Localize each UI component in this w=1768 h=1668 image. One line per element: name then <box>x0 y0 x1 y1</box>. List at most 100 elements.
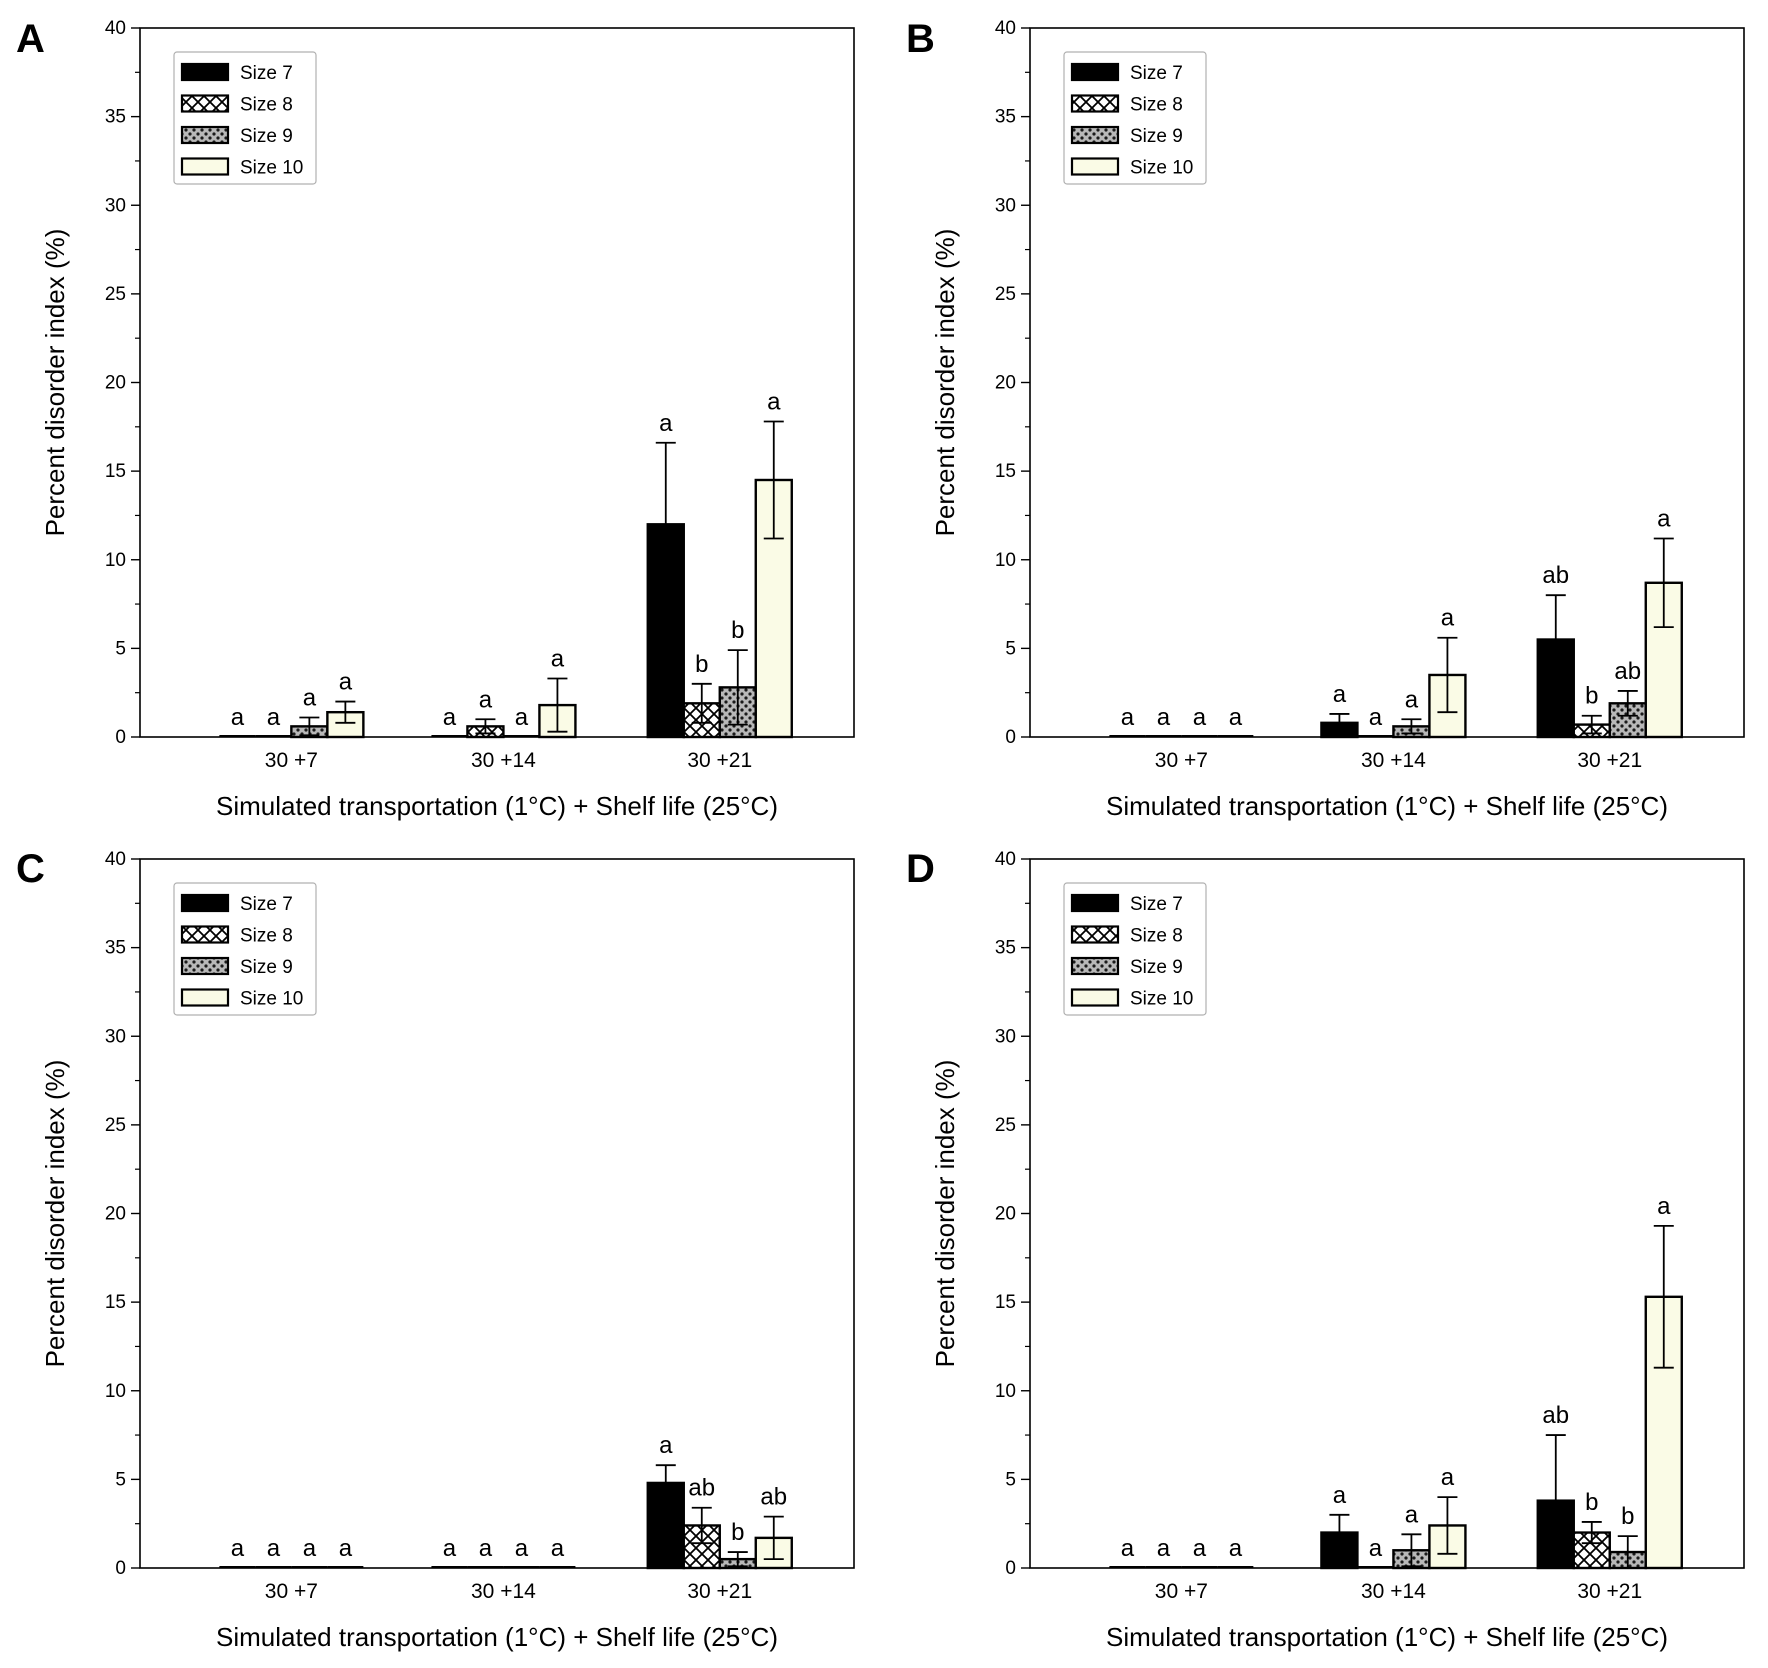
x-tick-label: 30 +7 <box>265 1580 318 1603</box>
legend-swatch-size-8 <box>180 94 230 113</box>
y-tick-label: 40 <box>105 18 126 39</box>
significance-letter: a <box>1441 1464 1455 1491</box>
y-tick-label: 10 <box>995 550 1016 571</box>
legend-label: Size 9 <box>240 957 293 978</box>
significance-letter: ab <box>1542 562 1569 589</box>
y-axis-label: Percent disorder index (%) <box>930 229 960 537</box>
legend-label: Size 10 <box>240 989 303 1010</box>
significance-letter: a <box>1121 1535 1135 1562</box>
significance-letter: a <box>659 410 673 437</box>
y-tick-label: 10 <box>995 1381 1016 1402</box>
legend-label: Size 9 <box>1130 126 1183 147</box>
significance-letter: a <box>443 704 457 731</box>
significance-letter: a <box>479 1535 493 1562</box>
y-tick-label: 5 <box>115 638 126 659</box>
y-tick-label: 40 <box>995 18 1016 39</box>
x-axis-label: Simulated transportation (1°C) + Shelf l… <box>1106 791 1668 821</box>
panel-label: A <box>16 17 45 61</box>
y-tick-label: 35 <box>995 107 1016 128</box>
significance-letter: a <box>1441 605 1455 632</box>
legend-box <box>173 882 317 1016</box>
y-tick-label: 20 <box>105 1204 126 1225</box>
legend-swatch-size-8 <box>1070 94 1120 113</box>
significance-letter: a <box>1121 704 1135 731</box>
y-tick-label: 10 <box>105 1381 126 1402</box>
y-tick-label: 15 <box>105 1292 126 1313</box>
significance-letter: b <box>1585 683 1598 710</box>
significance-letter: a <box>1369 704 1383 731</box>
significance-letter: a <box>1405 1501 1419 1528</box>
y-axis-label: Percent disorder index (%) <box>930 1060 960 1368</box>
significance-letter: a <box>339 1535 353 1562</box>
significance-letter: a <box>1193 1535 1207 1562</box>
y-tick-label: 0 <box>115 1558 126 1579</box>
significance-letter: a <box>1657 505 1671 532</box>
legend-swatch-size-9 <box>180 956 230 976</box>
x-tick-label: 30 +21 <box>1577 1580 1642 1603</box>
y-tick-label: 10 <box>105 550 126 571</box>
x-tick-label: 30 +21 <box>687 1580 752 1603</box>
y-tick-label: 25 <box>105 284 126 305</box>
significance-letter: a <box>1369 1535 1383 1562</box>
significance-letter: b <box>731 1519 744 1546</box>
x-tick-label: 30 +21 <box>687 749 752 772</box>
y-tick-label: 40 <box>105 849 126 870</box>
legend-swatch-size-10 <box>180 988 230 1007</box>
legend-swatch-size-8 <box>180 925 230 944</box>
legend-swatch-size-9 <box>180 125 230 145</box>
y-tick-label: 5 <box>1005 638 1016 659</box>
y-tick-label: 15 <box>995 461 1016 482</box>
x-tick-label: 30 +14 <box>1361 1580 1426 1603</box>
chart-panel-c: C 0 5 10 15 20 25 30 35 40 Percent disorder index … <box>16 847 855 1652</box>
significance-letter: a <box>551 1535 565 1562</box>
y-tick-label: 30 <box>105 1026 126 1047</box>
legend-label: Size 10 <box>1130 158 1193 179</box>
significance-letter: a <box>1405 686 1419 713</box>
chart-panel-b: B 0 5 10 15 20 25 30 35 40 Percent disorder index … <box>906 17 1745 821</box>
y-tick-label: 5 <box>1005 1469 1016 1490</box>
y-axis-label: Percent disorder index (%) <box>40 1060 70 1368</box>
x-axis-label: Simulated transportation (1°C) + Shelf l… <box>216 1622 778 1652</box>
legend-box <box>173 51 317 185</box>
significance-letter: a <box>1157 1535 1171 1562</box>
y-tick-label: 25 <box>105 1115 126 1136</box>
legend-swatch-size-9 <box>1070 125 1120 145</box>
significance-letter: a <box>231 1535 245 1562</box>
significance-letter: a <box>1333 681 1347 708</box>
x-tick-label: 30 +14 <box>471 1580 536 1603</box>
significance-letter: a <box>515 704 529 731</box>
significance-letter: b <box>695 651 708 678</box>
significance-letter: a <box>1157 704 1171 731</box>
significance-letter: a <box>339 669 353 696</box>
significance-letter: ab <box>760 1484 787 1511</box>
legend-label: Size 7 <box>1130 894 1183 915</box>
legend-box <box>1063 51 1207 185</box>
y-tick-label: 25 <box>995 1115 1016 1136</box>
legend-label: Size 10 <box>1130 989 1193 1010</box>
significance-letter: a <box>267 1535 281 1562</box>
significance-letter: a <box>1229 704 1243 731</box>
legend-swatch-size-10 <box>1070 988 1120 1007</box>
significance-letter: b <box>731 617 744 644</box>
y-tick-label: 20 <box>995 1204 1016 1225</box>
y-tick-label: 15 <box>105 461 126 482</box>
y-tick-label: 35 <box>105 938 126 959</box>
legend-swatch-size-7 <box>180 893 230 913</box>
significance-letter: a <box>267 704 281 731</box>
y-axis-label: Percent disorder index (%) <box>40 229 70 537</box>
x-tick-label: 30 +21 <box>1577 749 1642 772</box>
significance-letter: a <box>303 685 317 712</box>
y-tick-label: 25 <box>995 284 1016 305</box>
legend-label: Size 7 <box>240 63 293 84</box>
y-tick-label: 0 <box>1005 727 1016 748</box>
significance-letter: a <box>515 1535 529 1562</box>
significance-letter: a <box>551 646 565 673</box>
y-tick-label: 0 <box>115 727 126 748</box>
significance-letter: a <box>303 1535 317 1562</box>
y-tick-label: 15 <box>995 1292 1016 1313</box>
x-tick-label: 30 +7 <box>265 749 318 772</box>
significance-letter: a <box>231 704 245 731</box>
legend-swatch-size-10 <box>1070 157 1120 176</box>
